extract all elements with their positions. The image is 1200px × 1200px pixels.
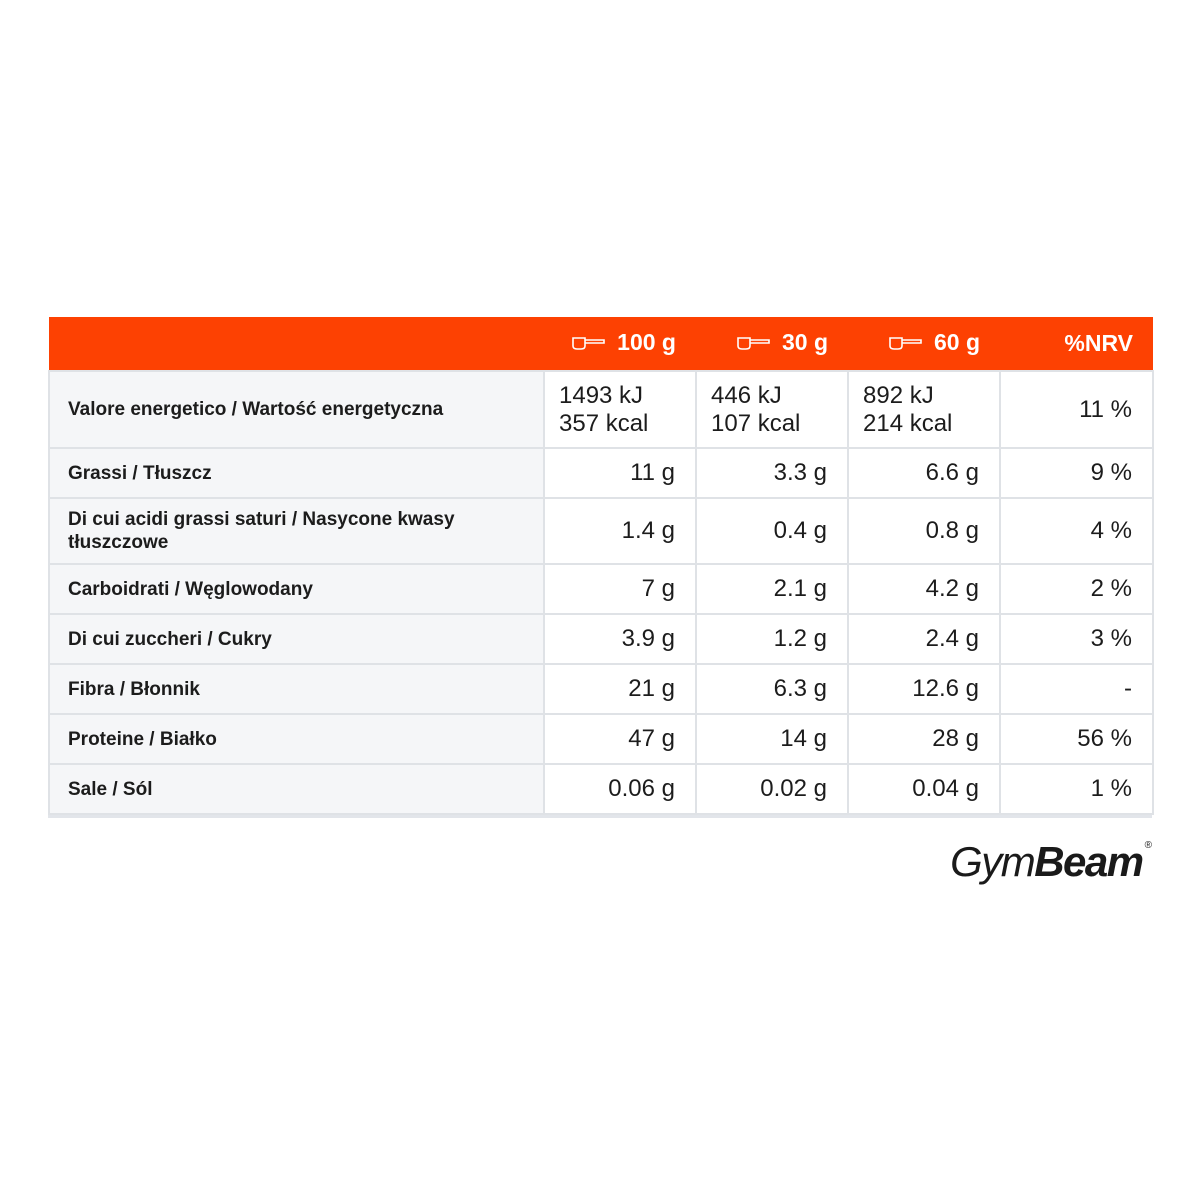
header-nrv: %NRV xyxy=(1064,330,1133,356)
table-row-saturated-fat: Di cui acidi grassi saturi / Nasycone kw… xyxy=(48,497,1154,565)
value-kj: 892 kJ xyxy=(863,381,934,409)
table-row-carbohydrates: Carboidrati / Węglowodany 7 g 2.1 g 4.2 … xyxy=(48,563,1154,615)
value-30g: 0.02 g xyxy=(695,763,849,815)
value-60g: 2.4 g xyxy=(847,613,1001,665)
value-60g: 6.6 g xyxy=(847,447,1001,499)
value-nrv: - xyxy=(999,663,1154,715)
value-60g: 12.6 g xyxy=(847,663,1001,715)
value-100g: 47 g xyxy=(543,713,697,765)
value-30g: 1.2 g xyxy=(695,613,849,665)
table-header-row: 100 g 30 g 60 xyxy=(49,317,1153,371)
row-label: Carboidrati / Węglowodany xyxy=(48,563,545,615)
value-60g: 4.2 g xyxy=(847,563,1001,615)
header-30g: 30 g xyxy=(696,317,848,371)
value-nrv: 3 % xyxy=(999,613,1154,665)
header-label-cell xyxy=(49,317,544,371)
logo-part-gym: Gym xyxy=(950,838,1036,885)
value-nrv: 9 % xyxy=(999,447,1154,499)
value-30g: 0.4 g xyxy=(695,497,849,565)
value-nrv: 2 % xyxy=(999,563,1154,615)
table-row-energy: Valore energetico / Wartość energetyczna… xyxy=(48,370,1154,449)
nutrition-table-wrapper: 100 g 30 g 60 xyxy=(48,317,1154,818)
value-nrv: 11 % xyxy=(999,370,1154,449)
row-label: Sale / Sól xyxy=(48,763,545,815)
registered-mark: ® xyxy=(1144,840,1152,851)
value-60g: 0.8 g xyxy=(847,497,1001,565)
table-row-fiber: Fibra / Błonnik 21 g 6.3 g 12.6 g - xyxy=(48,663,1154,715)
value-nrv: 4 % xyxy=(999,497,1154,565)
table-row-fat: Grassi / Tłuszcz 11 g 3.3 g 6.6 g 9 % xyxy=(48,447,1154,499)
value-kj: 1493 kJ xyxy=(559,381,644,409)
table-row-sugars: Di cui zuccheri / Cukry 3.9 g 1.2 g 2.4 … xyxy=(48,613,1154,665)
value-kcal: 107 kcal xyxy=(711,409,801,437)
value-30g: 3.3 g xyxy=(695,447,849,499)
value-30g: 6.3 g xyxy=(695,663,849,715)
nutrition-table: 100 g 30 g 60 xyxy=(48,317,1154,815)
value-100g: 21 g xyxy=(543,663,697,715)
value-100g: 7 g xyxy=(543,563,697,615)
value-100g: 0.06 g xyxy=(543,763,697,815)
value-100g: 3.9 g xyxy=(543,613,697,665)
header-30g-label: 30 g xyxy=(781,329,828,356)
table-row-protein: Proteine / Białko 47 g 14 g 28 g 56 % xyxy=(48,713,1154,765)
value-nrv: 56 % xyxy=(999,713,1154,765)
logo-part-beam: Beam xyxy=(1034,838,1144,885)
value-30g: 446 kJ 107 kcal xyxy=(695,370,849,449)
value-100g: 11 g xyxy=(543,447,697,499)
value-100g: 1493 kJ 357 kcal xyxy=(543,370,697,449)
row-label: Di cui zuccheri / Cukry xyxy=(48,613,545,665)
value-60g: 892 kJ 214 kcal xyxy=(847,370,1001,449)
scoop-icon xyxy=(888,334,922,352)
row-label: Grassi / Tłuszcz xyxy=(48,447,545,499)
value-kj: 446 kJ xyxy=(711,381,782,409)
scoop-icon xyxy=(736,334,770,352)
row-label: Proteine / Białko xyxy=(48,713,545,765)
logo-text: GymBeam xyxy=(950,838,1144,886)
header-60g-label: 60 g xyxy=(933,329,980,356)
value-kcal: 357 kcal xyxy=(559,409,649,437)
value-kcal: 214 kcal xyxy=(863,409,953,437)
header-60g: 60 g xyxy=(848,317,1000,371)
gymbeam-logo: GymBeam ® xyxy=(950,838,1152,886)
value-60g: 28 g xyxy=(847,713,1001,765)
value-nrv: 1 % xyxy=(999,763,1154,815)
header-100g-label: 100 g xyxy=(617,329,676,356)
row-label: Di cui acidi grassi saturi / Nasycone kw… xyxy=(48,497,545,565)
value-30g: 14 g xyxy=(695,713,849,765)
row-label: Fibra / Błonnik xyxy=(48,663,545,715)
value-30g: 2.1 g xyxy=(695,563,849,615)
scoop-icon xyxy=(571,334,605,352)
table-row-salt: Sale / Sól 0.06 g 0.02 g 0.04 g 1 % xyxy=(48,763,1154,815)
row-label: Valore energetico / Wartość energetyczna xyxy=(48,370,545,449)
value-60g: 0.04 g xyxy=(847,763,1001,815)
header-100g: 100 g xyxy=(544,317,696,371)
value-100g: 1.4 g xyxy=(543,497,697,565)
